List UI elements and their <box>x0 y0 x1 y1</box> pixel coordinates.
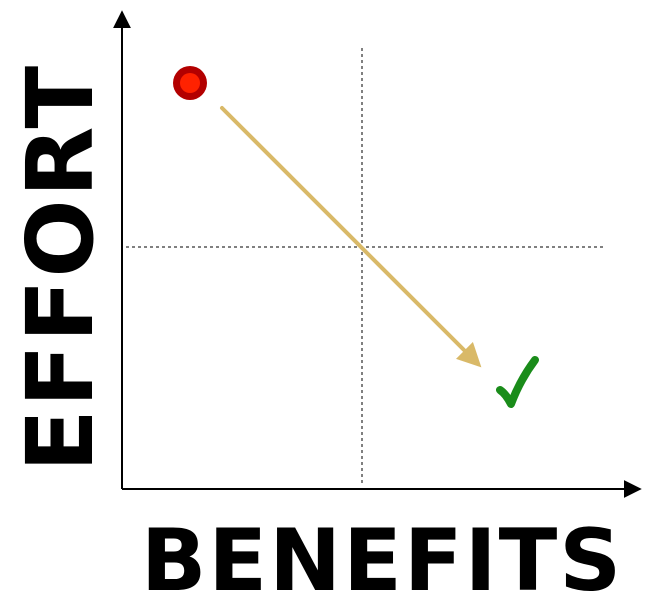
x-axis-label: BENEFITS <box>141 511 623 608</box>
green-checkmark-icon <box>496 356 539 408</box>
movement-arrow <box>220 106 482 368</box>
red-dot-icon <box>173 66 207 100</box>
y-axis-label: EFFORT <box>7 64 114 472</box>
